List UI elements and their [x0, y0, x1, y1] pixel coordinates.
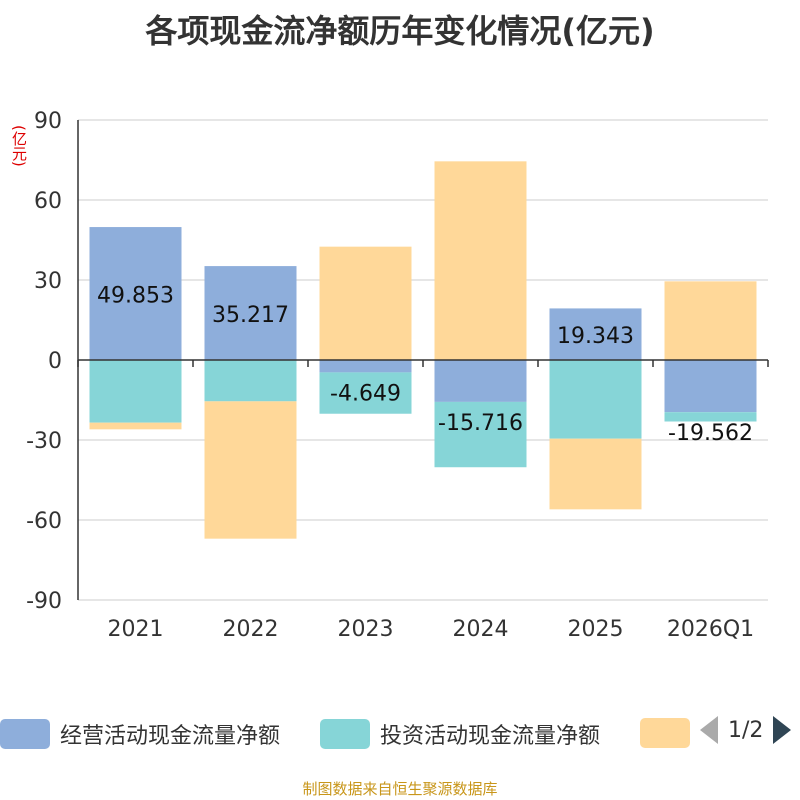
- x-tick-label: 2023: [338, 617, 394, 642]
- bar-financing: [204, 401, 297, 539]
- bar-investing: [319, 372, 412, 414]
- data-source-note: 制图数据来自恒生聚源数据库: [302, 780, 498, 798]
- y-tick-label: 60: [34, 189, 62, 214]
- bar-operating: [549, 308, 642, 360]
- legend-page-indicator: 1/2: [728, 717, 764, 743]
- x-tick-label: 2024: [453, 617, 509, 642]
- bar-operating: [204, 266, 297, 360]
- data-label: 35.217: [212, 303, 289, 328]
- data-label: 49.853: [97, 284, 174, 309]
- chart-plot-area: 90 60 30 0 -30 -60 -90 49.853 35.217 -4.649 -15.71…: [26, 109, 769, 642]
- legend-swatch-investing: [320, 719, 370, 749]
- legend-next-page-icon[interactable]: [773, 716, 792, 744]
- bar-investing: [204, 360, 297, 402]
- data-label: -4.649: [330, 381, 401, 406]
- legend-pager: 1/2: [700, 716, 792, 744]
- legend-prev-page-icon[interactable]: [700, 716, 718, 744]
- legend-label-investing: 投资活动现金流量净额: [380, 724, 601, 749]
- legend-swatch-financing: [640, 718, 690, 748]
- chart-title: 各项现金流净额历年变化情况(亿元): [145, 12, 655, 50]
- bar-financing: [664, 281, 757, 360]
- bar-investing: [89, 360, 182, 423]
- x-tick-label: 2021: [108, 617, 164, 642]
- bar-operating: [664, 360, 757, 413]
- legend-swatch-operating: [0, 719, 50, 749]
- legend-label-operating: 经营活动现金流量净额: [60, 724, 281, 749]
- data-label: -15.716: [438, 411, 523, 436]
- y-tick-label: 30: [34, 269, 62, 294]
- y-tick-label: -60: [26, 509, 62, 534]
- y-axis-unit: (亿元): [10, 125, 28, 167]
- bar-operating: [319, 360, 412, 373]
- bar-investing: [549, 360, 642, 439]
- y-tick-label: 90: [34, 109, 62, 134]
- bar-financing: [89, 422, 182, 430]
- legend-item-operating[interactable]: 经营活动现金流量净额: [0, 718, 280, 750]
- x-tick-label: 2026Q1: [667, 617, 754, 642]
- data-label: 19.343: [557, 324, 634, 349]
- y-tick-label: -30: [26, 429, 62, 454]
- legend: 经营活动现金流量净额 投资活动现金流量净额 1/2: [0, 716, 800, 752]
- bar-financing: [319, 246, 412, 360]
- bar-operating: [89, 227, 182, 360]
- bar-investing: [434, 401, 527, 468]
- x-tick-label: 2022: [223, 617, 279, 642]
- y-tick-label: 0: [48, 349, 62, 374]
- bar-investing: [664, 412, 757, 422]
- y-tick-label: -90: [26, 589, 62, 614]
- data-label: -19.562: [668, 421, 753, 446]
- bar-operating: [434, 360, 527, 402]
- bar-financing: [434, 161, 527, 360]
- legend-item-investing[interactable]: 投资活动现金流量净额: [320, 718, 600, 750]
- bar-financing: [549, 438, 642, 510]
- legend-item-financing[interactable]: [640, 718, 700, 748]
- x-tick-label: 2025: [568, 617, 624, 642]
